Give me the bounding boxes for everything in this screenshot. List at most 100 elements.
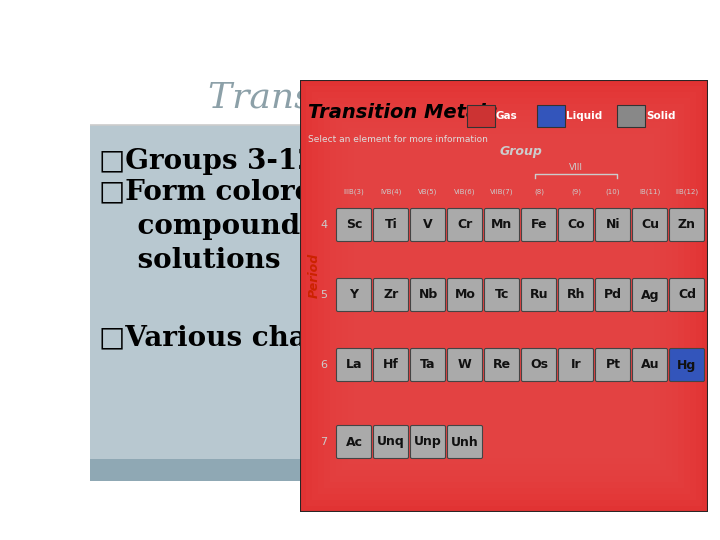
FancyBboxPatch shape — [448, 348, 482, 381]
Text: □Form colored
    compounds and
    solutions: □Form colored compounds and solutions — [99, 179, 383, 274]
Text: □Various charges: □Various charges — [99, 325, 374, 352]
Text: VIIB(7): VIIB(7) — [490, 189, 514, 195]
Text: Re: Re — [493, 359, 511, 372]
Text: La: La — [346, 359, 362, 372]
Text: IB(11): IB(11) — [639, 189, 661, 195]
FancyBboxPatch shape — [670, 348, 704, 381]
FancyBboxPatch shape — [336, 348, 372, 381]
Text: V: V — [423, 219, 433, 232]
Text: Cu: Cu — [641, 219, 659, 232]
Text: Cr: Cr — [457, 219, 472, 232]
FancyBboxPatch shape — [670, 279, 704, 312]
Text: VIB(6): VIB(6) — [454, 189, 476, 195]
FancyBboxPatch shape — [559, 208, 593, 241]
Text: Ir: Ir — [571, 359, 581, 372]
Text: Y: Y — [349, 288, 359, 301]
Text: 7: 7 — [320, 437, 328, 447]
FancyBboxPatch shape — [485, 208, 520, 241]
FancyBboxPatch shape — [90, 459, 648, 481]
FancyBboxPatch shape — [670, 208, 704, 241]
Text: Cd: Cd — [678, 288, 696, 301]
Text: Zn: Zn — [678, 219, 696, 232]
FancyBboxPatch shape — [448, 426, 482, 458]
Text: Liquid: Liquid — [566, 111, 602, 121]
FancyBboxPatch shape — [595, 279, 631, 312]
Text: Transition Metals: Transition Metals — [207, 81, 531, 115]
Text: Co: Co — [567, 219, 585, 232]
FancyBboxPatch shape — [90, 125, 648, 459]
Text: VIII: VIII — [569, 163, 583, 172]
Text: Sc: Sc — [346, 219, 362, 232]
FancyBboxPatch shape — [410, 208, 446, 241]
FancyBboxPatch shape — [617, 105, 645, 127]
FancyBboxPatch shape — [485, 279, 520, 312]
FancyBboxPatch shape — [467, 105, 495, 127]
Text: Mn: Mn — [491, 219, 513, 232]
Text: Os: Os — [530, 359, 548, 372]
FancyBboxPatch shape — [336, 208, 372, 241]
Text: (9): (9) — [571, 189, 581, 195]
FancyBboxPatch shape — [448, 208, 482, 241]
Text: Group: Group — [499, 145, 542, 159]
FancyBboxPatch shape — [410, 279, 446, 312]
Text: Pt: Pt — [606, 359, 621, 372]
Text: Au: Au — [641, 359, 660, 372]
Text: □Groups 3-12: □Groups 3-12 — [99, 147, 317, 174]
Text: Ac: Ac — [346, 435, 362, 449]
FancyBboxPatch shape — [448, 279, 482, 312]
Text: Tc: Tc — [495, 288, 509, 301]
Text: Unq: Unq — [377, 435, 405, 449]
Text: Fe: Fe — [531, 219, 547, 232]
Text: Period: Period — [307, 252, 320, 298]
Text: IIB(12): IIB(12) — [675, 189, 698, 195]
FancyBboxPatch shape — [336, 279, 372, 312]
FancyBboxPatch shape — [521, 279, 557, 312]
Text: Pd: Pd — [604, 288, 622, 301]
FancyBboxPatch shape — [374, 208, 408, 241]
FancyBboxPatch shape — [595, 208, 631, 241]
Text: Zr: Zr — [383, 288, 399, 301]
Text: Ag: Ag — [641, 288, 660, 301]
Text: Unp: Unp — [414, 435, 442, 449]
Text: IVB(4): IVB(4) — [380, 189, 402, 195]
Text: Rh: Rh — [567, 288, 585, 301]
FancyBboxPatch shape — [374, 426, 408, 458]
Text: 6: 6 — [320, 360, 328, 370]
Text: Ta: Ta — [420, 359, 436, 372]
Text: Nb: Nb — [418, 288, 438, 301]
Text: 4: 4 — [320, 220, 328, 230]
Circle shape — [359, 115, 379, 135]
Text: Solid: Solid — [646, 111, 675, 121]
FancyBboxPatch shape — [410, 348, 446, 381]
FancyBboxPatch shape — [559, 279, 593, 312]
FancyBboxPatch shape — [559, 348, 593, 381]
FancyBboxPatch shape — [90, 65, 648, 125]
Text: Unh: Unh — [451, 435, 479, 449]
Text: Ni: Ni — [606, 219, 620, 232]
Text: IIIB(3): IIIB(3) — [343, 189, 364, 195]
Text: Mo: Mo — [454, 288, 475, 301]
Text: Hf: Hf — [383, 359, 399, 372]
FancyBboxPatch shape — [300, 80, 708, 512]
FancyBboxPatch shape — [410, 426, 446, 458]
Text: (8): (8) — [534, 189, 544, 195]
Text: Ti: Ti — [384, 219, 397, 232]
Text: 5: 5 — [320, 290, 328, 300]
FancyBboxPatch shape — [632, 208, 667, 241]
FancyBboxPatch shape — [632, 348, 667, 381]
Text: VB(5): VB(5) — [418, 189, 438, 195]
FancyBboxPatch shape — [485, 348, 520, 381]
Text: Select an element for more information: Select an element for more information — [308, 136, 488, 145]
Text: W: W — [458, 359, 472, 372]
FancyBboxPatch shape — [537, 105, 565, 127]
Text: Gas: Gas — [496, 111, 518, 121]
FancyBboxPatch shape — [595, 348, 631, 381]
FancyBboxPatch shape — [521, 348, 557, 381]
Text: (10): (10) — [606, 189, 620, 195]
Text: Ru: Ru — [530, 288, 548, 301]
FancyBboxPatch shape — [374, 279, 408, 312]
FancyBboxPatch shape — [632, 279, 667, 312]
Text: Hg: Hg — [678, 359, 697, 372]
FancyBboxPatch shape — [521, 208, 557, 241]
FancyBboxPatch shape — [336, 426, 372, 458]
